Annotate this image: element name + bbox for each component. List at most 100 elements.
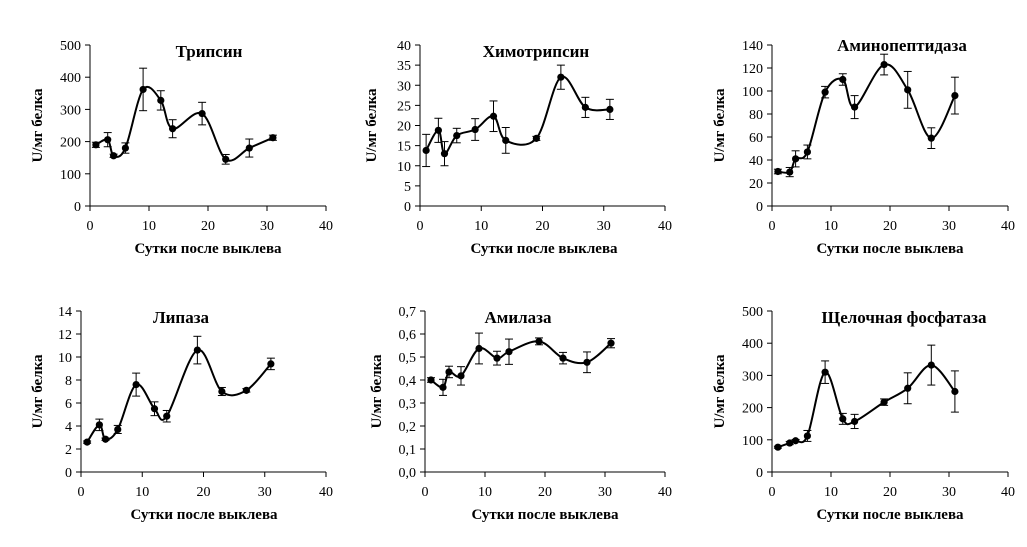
y-tick-label: 10 [58,351,72,366]
data-point [583,358,591,366]
chart-lipase: 0 2 4 6 8 10 12 14 0 10 20 30 40 Липаза Сутки после вы… [30,305,333,523]
data-point [792,437,800,445]
data-point [104,136,112,144]
data-point [502,136,510,144]
data-point [803,148,812,156]
data-point [475,344,483,353]
x-tick-label: 10 [824,219,838,234]
y-tick-label: 60 [749,131,763,146]
y-tick-label: 500 [742,305,763,320]
data-point [434,126,442,134]
y-tick-label: 0,3 [399,397,417,412]
data-point [927,361,935,369]
y-tick-label: 35 [397,59,411,74]
y-tick-label: 4 [65,420,72,435]
y-tick-label: 40 [397,39,411,54]
y-tick-label: 500 [60,39,81,54]
chart-title: Химотрипсин [483,42,590,61]
y-tick-label: 30 [397,79,411,94]
y-tick-label: 300 [742,369,763,384]
x-tick-label: 40 [1001,219,1015,234]
x-tick-label: 20 [197,485,211,500]
data-point [218,387,226,396]
data-point [101,435,110,443]
data-point [267,360,275,368]
x-tick-label: 20 [883,485,897,500]
data-point [532,134,540,142]
x-tick-label: 0 [87,219,94,234]
data-point [821,88,829,96]
y-tick-label: 300 [60,103,81,118]
x-tick-label: 10 [142,219,156,234]
chart-aminopeptidase: 0 20 40 60 80 100 120 140 0 10 20 30 40 Аминопептидаз… [712,36,1015,257]
x-tick-label: 30 [258,485,272,500]
chart-trypsin: 0 100 200 300 400 500 0 10 20 30 40 Трипсин Сутки по… [30,39,333,257]
data-point [880,398,888,406]
data-point [851,417,859,426]
chart-title: Амилаза [484,308,552,327]
y-tick-label: 100 [742,85,763,100]
y-axis-title: U/мг белка [369,354,385,429]
data-point [535,337,543,345]
y-tick-label: 0 [756,200,763,215]
chart-title: Аминопептидаза [837,36,967,55]
data-point [839,75,847,84]
x-axis-title: Сутки после выклева [470,241,618,257]
y-axis-title: U/мг белка [364,88,380,163]
data-point [880,60,888,69]
data-point [471,125,479,134]
y-tick-label: 5 [404,180,411,195]
y-tick-label: 0,1 [399,443,417,458]
y-tick-label: 140 [742,39,763,54]
x-tick-label: 0 [769,219,776,234]
y-tick-label: 0,7 [399,305,417,320]
y-axis-title: U/мг белка [30,88,46,163]
y-tick-label: 0 [404,200,411,215]
y-tick-label: 400 [60,71,81,86]
x-axis-title: Сутки после выклева [130,507,278,523]
chart-alkaline-phosphatase: 0 100 200 300 400 500 0 10 20 30 40 Щелочная фосфат… [712,305,1015,523]
data-point [132,381,140,389]
chart-title: Трипсин [176,42,243,61]
data-point [245,144,253,152]
data-point [198,109,206,118]
data-point [774,443,782,451]
y-tick-label: 0 [756,466,763,481]
x-axis-title: Сутки после выклева [816,241,964,257]
data-point [150,405,159,413]
x-tick-label: 10 [135,485,149,500]
data-point [505,348,513,356]
x-tick-label: 40 [1001,485,1015,500]
x-axis-title: Сутки после выклева [134,241,282,257]
data-point [121,144,129,152]
data-point [786,439,794,447]
data-point [427,376,435,384]
y-tick-label: 10 [397,160,411,175]
series-line [777,63,956,174]
y-axis-title: U/мг белка [712,88,728,163]
chart-amylase: 0,0 0,1 0,2 0,3 0,4 0,5 0,6 0,7 0 10 20 30 40 Амилаза… [369,305,672,523]
y-tick-label: 25 [397,99,411,114]
data-point [559,354,567,362]
y-tick-label: 0,5 [399,351,417,366]
data-point [904,384,912,392]
y-tick-label: 200 [60,136,81,151]
y-tick-label: 200 [742,402,763,417]
y-tick-label: 100 [742,434,763,449]
y-tick-label: 0 [74,200,81,215]
data-point [851,103,859,111]
data-point [222,155,230,163]
y-tick-label: 6 [65,397,72,412]
x-tick-label: 30 [598,485,612,500]
data-point [821,368,829,376]
y-tick-label: 2 [65,443,72,458]
x-tick-label: 30 [260,219,274,234]
x-axis-title: Сутки после выклева [816,507,964,523]
x-tick-label: 10 [478,485,492,500]
data-point [83,438,91,446]
data-point [163,412,171,420]
data-point [557,73,565,81]
data-point [269,134,277,142]
y-axis-title: U/мг белка [30,354,46,429]
